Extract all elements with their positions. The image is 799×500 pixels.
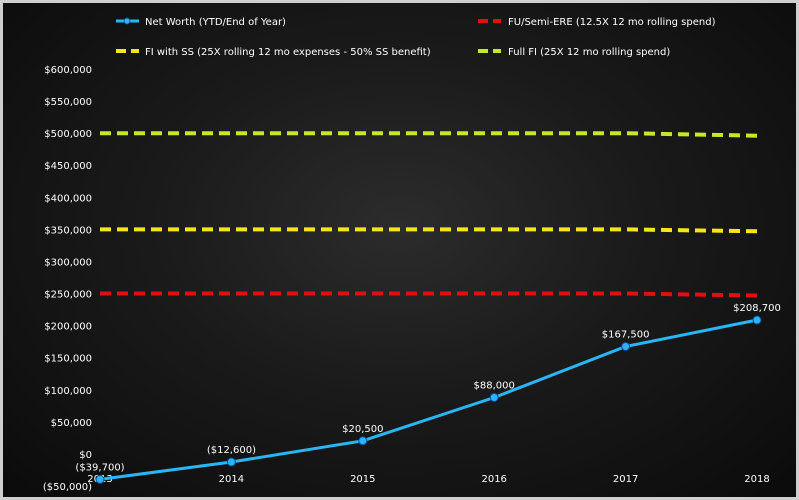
net-worth-data-label: $208,700 [733,303,781,314]
net-worth-data-label: $167,500 [602,329,650,340]
y-tick-label: $50,000 [51,418,92,429]
x-tick-label: 2016 [481,474,506,485]
legend-marker-net-worth [123,17,131,25]
legend-entry-fu-semi-ere: FU/Semi-ERE (12.5X 12 mo rolling spend) [478,17,716,28]
y-tick-label: $600,000 [44,65,92,76]
y-tick-label: $550,000 [44,97,92,108]
y-tick-label: ($50,000) [43,482,92,493]
legend-label-fi-with-ss: FI with SS (25X rolling 12 mo expenses -… [145,47,431,58]
net-worth-data-label: ($12,600) [207,445,256,456]
y-tick-label: $350,000 [44,225,92,236]
y-tick-label: $200,000 [44,322,92,333]
legend-label-net-worth: Net Worth (YTD/End of Year) [145,17,286,28]
net-worth-point [489,392,499,402]
x-tick-label: 2018 [744,474,769,485]
legend-label-full-fi: Full FI (25X 12 mo rolling spend) [508,47,670,58]
data-labels: ($39,700) ($12,600) $20,500 $88,000 $167,500… [75,303,780,473]
legend-entry-net-worth: Net Worth (YTD/End of Year) [116,17,286,28]
legend-label-fu-semi-ere: FU/Semi-ERE (12.5X 12 mo rolling spend) [508,17,716,28]
legend-entry-full-fi: Full FI (25X 12 mo rolling spend) [478,47,670,58]
series-line-full-fi-25x-12-mo-rollin [100,131,758,138]
x-tick-label: 2015 [350,474,375,485]
legend-entry-fi-with-ss: FI with SS (25X rolling 12 mo expenses -… [116,47,431,58]
y-tick-label: $400,000 [44,193,92,204]
net-worth-data-label: $88,000 [474,380,515,391]
y-tick-label: $250,000 [44,290,92,301]
net-worth-data-label: $20,500 [342,424,383,435]
net-worth-point [95,474,105,484]
series-line-net-worth-ytd-end-of-yea [99,318,758,481]
x-tick-label: 2017 [613,474,638,485]
series-line-fu-semi-ere-12-5x-12-mo- [100,291,758,298]
y-axis-labels: ($50,000) $0 $50,000 $100,000 $150,000 $200,0… [43,65,92,493]
x-axis-labels: 201320142015201620172018 [87,474,769,485]
y-tick-label: $500,000 [44,129,92,140]
series-line-fi-with-ss-25x-rolling-1 [100,227,758,234]
net-worth-point [226,457,236,467]
net-worth-point [358,436,368,446]
series-layer [95,131,762,484]
y-tick-label: $0 [79,450,92,461]
y-tick-label: $100,000 [44,386,92,397]
chart-legend: Net Worth (YTD/End of Year) FU/Semi-ERE … [116,17,716,58]
net-worth-point [621,341,631,351]
x-tick-label: 2014 [219,474,244,485]
net-worth-point [752,315,762,325]
net-worth-data-label: ($39,700) [75,462,124,473]
y-tick-label: $300,000 [44,257,92,268]
y-tick-label: $150,000 [44,354,92,365]
y-tick-label: $450,000 [44,161,92,172]
